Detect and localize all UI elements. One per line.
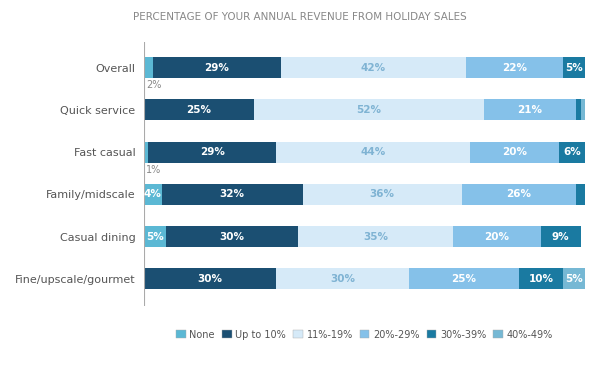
Bar (519, 268, 563, 289)
Text: 36%: 36% (370, 189, 395, 199)
Bar (254, 100, 484, 120)
Bar (581, 100, 585, 120)
Text: 44%: 44% (361, 147, 386, 157)
Legend: None, Up to 10%, 11%-19%, 20%-29%, 30%-39%, 40%-49%: None, Up to 10%, 11%-19%, 20%-29%, 30%-3… (172, 326, 557, 343)
Text: 26%: 26% (506, 189, 532, 199)
Bar (144, 226, 166, 247)
Text: 2%: 2% (146, 80, 161, 91)
Bar (148, 142, 276, 163)
Bar (281, 57, 466, 78)
Bar (166, 226, 298, 247)
Text: 20%: 20% (484, 232, 509, 241)
Text: 42%: 42% (361, 63, 386, 73)
Text: 52%: 52% (356, 105, 382, 115)
Bar (276, 142, 470, 163)
Bar (298, 226, 452, 247)
Bar (559, 142, 585, 163)
Bar (144, 142, 148, 163)
Bar (563, 268, 585, 289)
Text: 6%: 6% (563, 147, 581, 157)
Text: 30%: 30% (330, 274, 355, 284)
Bar (276, 268, 409, 289)
Text: 1%: 1% (146, 165, 161, 175)
Text: 29%: 29% (204, 63, 229, 73)
Text: 4%: 4% (144, 189, 162, 199)
Bar (144, 57, 153, 78)
Bar (303, 184, 461, 205)
Bar (409, 268, 519, 289)
Text: 30%: 30% (220, 232, 245, 241)
Text: 9%: 9% (552, 232, 569, 241)
Bar (153, 57, 281, 78)
Text: 35%: 35% (363, 232, 388, 241)
Text: 5%: 5% (565, 274, 583, 284)
Text: 32%: 32% (220, 189, 245, 199)
Bar (461, 184, 576, 205)
Bar (466, 57, 563, 78)
Text: 21%: 21% (517, 105, 542, 115)
Bar (563, 57, 585, 78)
Text: 5%: 5% (565, 63, 583, 73)
Text: 20%: 20% (502, 147, 527, 157)
Text: 22%: 22% (502, 63, 527, 73)
Bar (144, 184, 161, 205)
Text: 30%: 30% (197, 274, 223, 284)
Text: 25%: 25% (187, 105, 212, 115)
Text: 29%: 29% (200, 147, 225, 157)
Bar (576, 100, 581, 120)
Text: 5%: 5% (146, 232, 164, 241)
Bar (470, 142, 559, 163)
Text: PERCENTAGE OF YOUR ANNUAL REVENUE FROM HOLIDAY SALES: PERCENTAGE OF YOUR ANNUAL REVENUE FROM H… (133, 12, 467, 22)
Bar (144, 100, 254, 120)
Bar (541, 226, 581, 247)
Bar (576, 184, 585, 205)
Text: 10%: 10% (529, 274, 553, 284)
Bar (484, 100, 576, 120)
Bar (144, 268, 276, 289)
Bar (452, 226, 541, 247)
Bar (161, 184, 303, 205)
Text: 25%: 25% (451, 274, 476, 284)
